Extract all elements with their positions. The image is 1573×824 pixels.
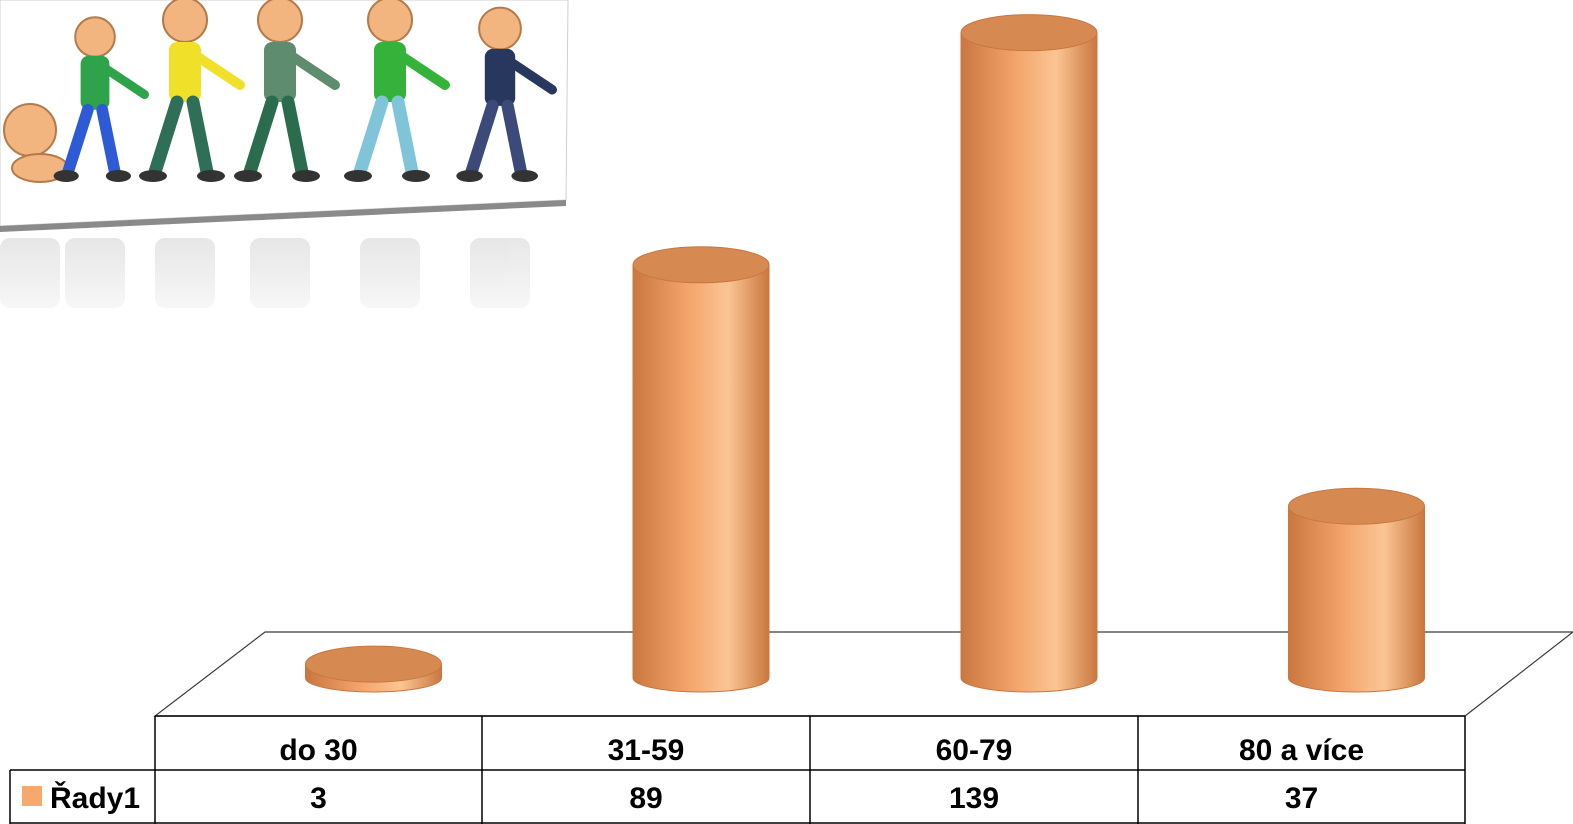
bar-cylinder xyxy=(1288,487,1425,693)
data-value-label: 3 xyxy=(310,782,327,815)
person-figure-icon xyxy=(344,0,450,182)
person-figure-icon xyxy=(234,0,340,182)
illustration-card-edge xyxy=(0,200,566,232)
bar-top xyxy=(632,246,770,284)
person-figure-icon xyxy=(53,16,149,182)
bar-cylinder xyxy=(632,246,770,693)
data-table: do 30 31-59 60-79 80 a více 3 89 139 37 Řady1 xyxy=(9,715,1466,824)
category-label: 31-59 xyxy=(608,734,685,767)
bar-cylinder xyxy=(305,645,442,693)
bar-top xyxy=(1288,487,1425,525)
bars-group xyxy=(305,14,1425,693)
age-progression-people-icon xyxy=(0,0,570,342)
category-label: 60-79 xyxy=(936,734,1013,767)
person-figure-icon xyxy=(3,103,69,183)
bar-body xyxy=(632,264,770,693)
bar-cylinder xyxy=(960,14,1098,693)
data-value-label: 139 xyxy=(949,782,999,815)
data-value-label: 89 xyxy=(629,782,662,815)
bar-top xyxy=(305,645,442,683)
data-value-label: 37 xyxy=(1285,782,1318,815)
bar-body xyxy=(960,32,1098,693)
legend-swatch xyxy=(22,786,42,806)
bar-top xyxy=(960,14,1098,52)
person-figure-icon xyxy=(139,0,245,182)
category-label: do 30 xyxy=(279,734,357,767)
person-figure-icon xyxy=(456,6,557,182)
bar-body xyxy=(1288,505,1425,693)
legend-series-name: Řady1 xyxy=(50,781,140,815)
category-label: 80 a více xyxy=(1239,734,1364,767)
